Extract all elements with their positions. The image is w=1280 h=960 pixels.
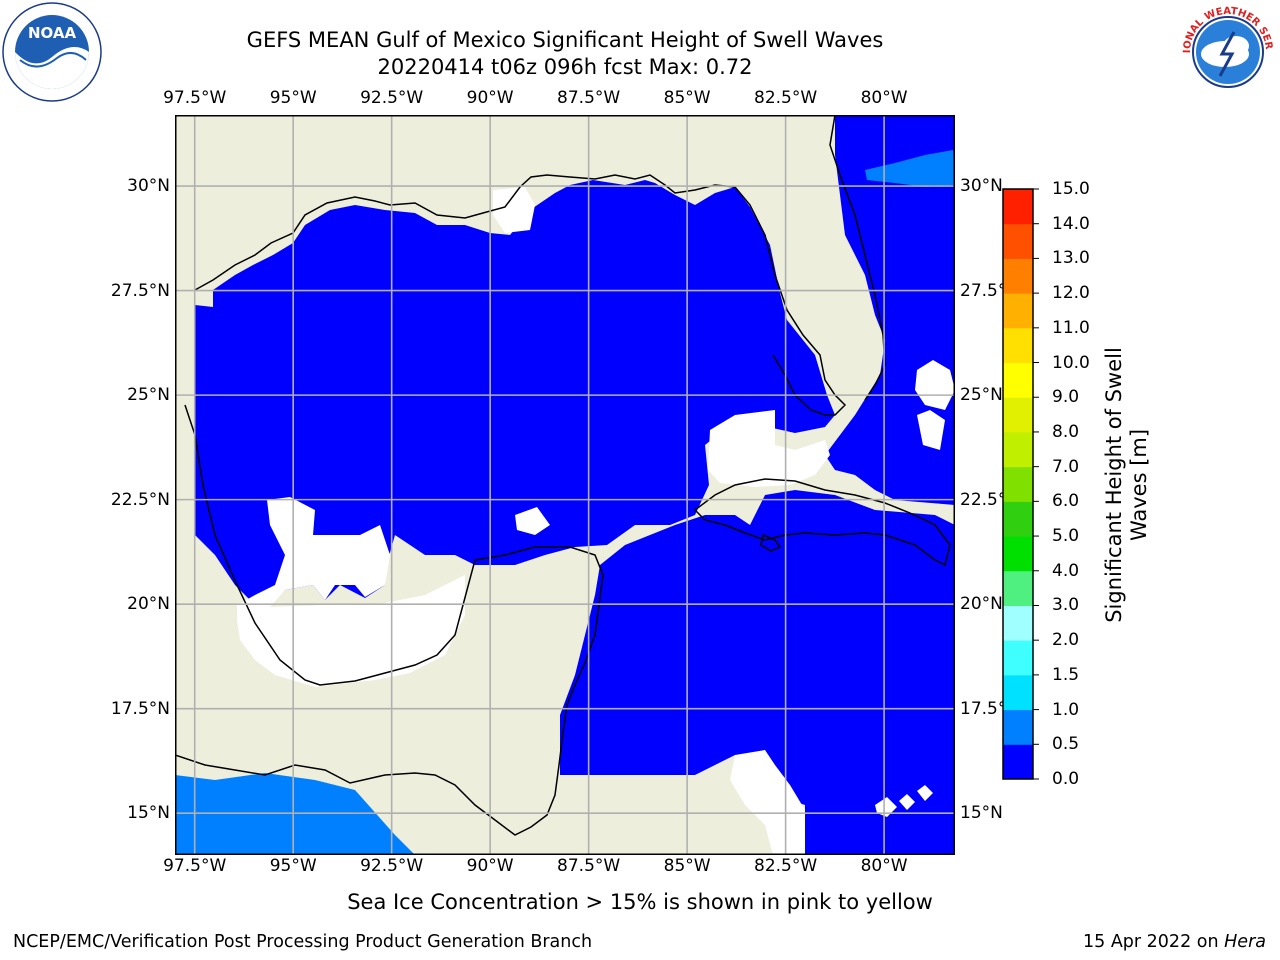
plot-title-line-2: 20220414 t06z 096h fcst Max: 0.72 [377,55,753,79]
colorbar-tick-label: 2.0 [1052,630,1080,651]
lon-tick-label-bottom: 95°W [269,856,317,876]
lon-tick-label-bottom: 87.5°W [557,856,621,876]
lat-tick-label-left: 30°N [127,176,170,197]
colorbar-segment [1003,466,1033,502]
colorbar-tick-label: 0.0 [1052,769,1080,789]
sea-ice-note: Sea Ice Concentration > 15% is shown in … [347,890,933,914]
coastlines [175,115,951,836]
colorbar-tick-label: 6.0 [1052,491,1080,512]
footer-left: NCEP/EMC/Verification Post Processing Pr… [13,932,593,952]
colorbar-segment [1003,605,1033,641]
colorbar-tick-label: 13.0 [1052,248,1090,269]
colorbar-segment [1003,362,1033,398]
colorbar-tick-label: 4.0 [1052,560,1080,581]
lat-tick-label-left: 20°N [127,594,170,615]
no-data-small-1 [515,507,550,535]
colorbar-segment [1003,640,1033,676]
pacific-water [175,773,415,855]
lon-tick-label-bottom: 92.5°W [360,856,424,876]
lon-tick-label-top: 97.5°W [163,88,227,108]
colorbar-tick-label: 0.5 [1052,734,1080,755]
lon-tick-label-bottom: 90°W [466,856,514,876]
caribbean-water [560,490,955,855]
colorbar-tick-label: 5.0 [1052,526,1080,547]
nws-logo: NATIONAL WEATHER SERVICE [1174,0,1278,102]
graticule [175,115,955,855]
colorbar-title-line-1: Significant Height of Swell [1102,347,1126,623]
colorbar-tick-label: 8.0 [1052,421,1080,442]
map-panel [175,115,955,855]
lon-tick-label-top: 90°W [466,88,514,108]
colorbar-segment [1003,431,1033,468]
plot-title-line-1: GEFS MEAN Gulf of Mexico Significant Hei… [246,28,884,52]
colorbar-tick-label: 14.0 [1052,213,1090,234]
gulf-water [195,180,835,605]
colorbar-title-line-2: Waves [m] [1127,428,1151,542]
colorbar-tick-label: 15.0 [1052,179,1090,199]
lat-tick-label-left: 22.5°N [110,489,170,510]
colorbar-tick-label: 1.5 [1052,664,1080,685]
colorbar-tick-label: 10.0 [1052,352,1090,373]
colorbar-segment [1003,258,1033,294]
colorbar-segment [1003,744,1033,780]
map-frame [175,115,955,855]
no-data-small-4 [917,785,933,801]
noaa-logo: NOAA [2,2,102,102]
colorbar-segment [1003,189,1033,225]
colorbar-tick-label: 7.0 [1052,456,1080,477]
footer-right: 15 Apr 2022 on Hera [1083,932,1266,952]
lon-tick-label-top: 80°W [860,88,908,108]
colorbar [1002,188,1039,780]
lat-tick-label-right: 25°N [960,385,1003,406]
colorbar-tick-label: 11.0 [1052,317,1090,338]
lon-tick-label-top: 92.5°W [360,88,424,108]
no-data-campeche-south [237,575,465,687]
atlantic-water [825,115,955,505]
no-data-east-patch [917,410,945,450]
colorbar-frame [1002,188,1034,780]
colorbar-segment [1003,674,1033,711]
lat-tick-label-right: 30°N [960,176,1003,197]
colorbar-segment [1003,570,1033,606]
colorbar-segment [1003,223,1033,259]
lon-tick-label-top: 85°W [663,88,711,108]
lat-tick-label-right: 20°N [960,594,1003,615]
colorbar-segment [1003,293,1033,329]
lon-tick-label-bottom: 80°W [860,856,908,876]
no-data-small-3 [899,794,915,810]
colorbar-tick-label: 12.0 [1052,283,1090,304]
lon-tick-label-top: 95°W [269,88,317,108]
lon-tick-label-bottom: 97.5°W [163,856,227,876]
colorbar-tick-label: 9.0 [1052,387,1080,408]
lat-tick-label-left: 27.5°N [110,280,170,301]
no-data-cuba-west [708,410,830,487]
lon-tick-label-bottom: 85°W [663,856,711,876]
footer-date: 15 Apr 2022 on [1083,932,1225,952]
noaa-logo-text: NOAA [28,24,77,42]
colorbar-segment [1003,536,1033,572]
lat-tick-label-right: 15°N [960,803,1003,824]
colorbar-segment [1003,501,1033,537]
footer-host: Hera [1224,932,1266,952]
lon-tick-label-bottom: 82.5°W [754,856,818,876]
colorbar-tick-label: 3.0 [1052,595,1080,616]
lat-tick-label-left: 25°N [127,385,170,406]
no-data-small-2 [875,797,897,817]
atlantic-light-patch [865,150,955,187]
no-data-bay-of-campeche [237,497,390,620]
lon-tick-label-top: 87.5°W [557,88,621,108]
nws-logo-graphic: NATIONAL WEATHER SERVICE [1174,0,1276,100]
lon-tick-label-top: 82.5°W [754,88,818,108]
colorbar-segment [1003,709,1033,745]
colorbar-tick-label: 1.0 [1052,699,1080,720]
colorbar-segment [1003,327,1033,364]
colorbar-segment [1003,397,1033,433]
noaa-logo-graphic: NOAA [2,2,102,102]
no-data-louisiana [493,187,535,233]
lat-tick-label-left: 15°N [127,803,170,824]
lat-tick-label-left: 17.5°N [110,698,170,719]
no-data-florida-keys [915,360,955,410]
